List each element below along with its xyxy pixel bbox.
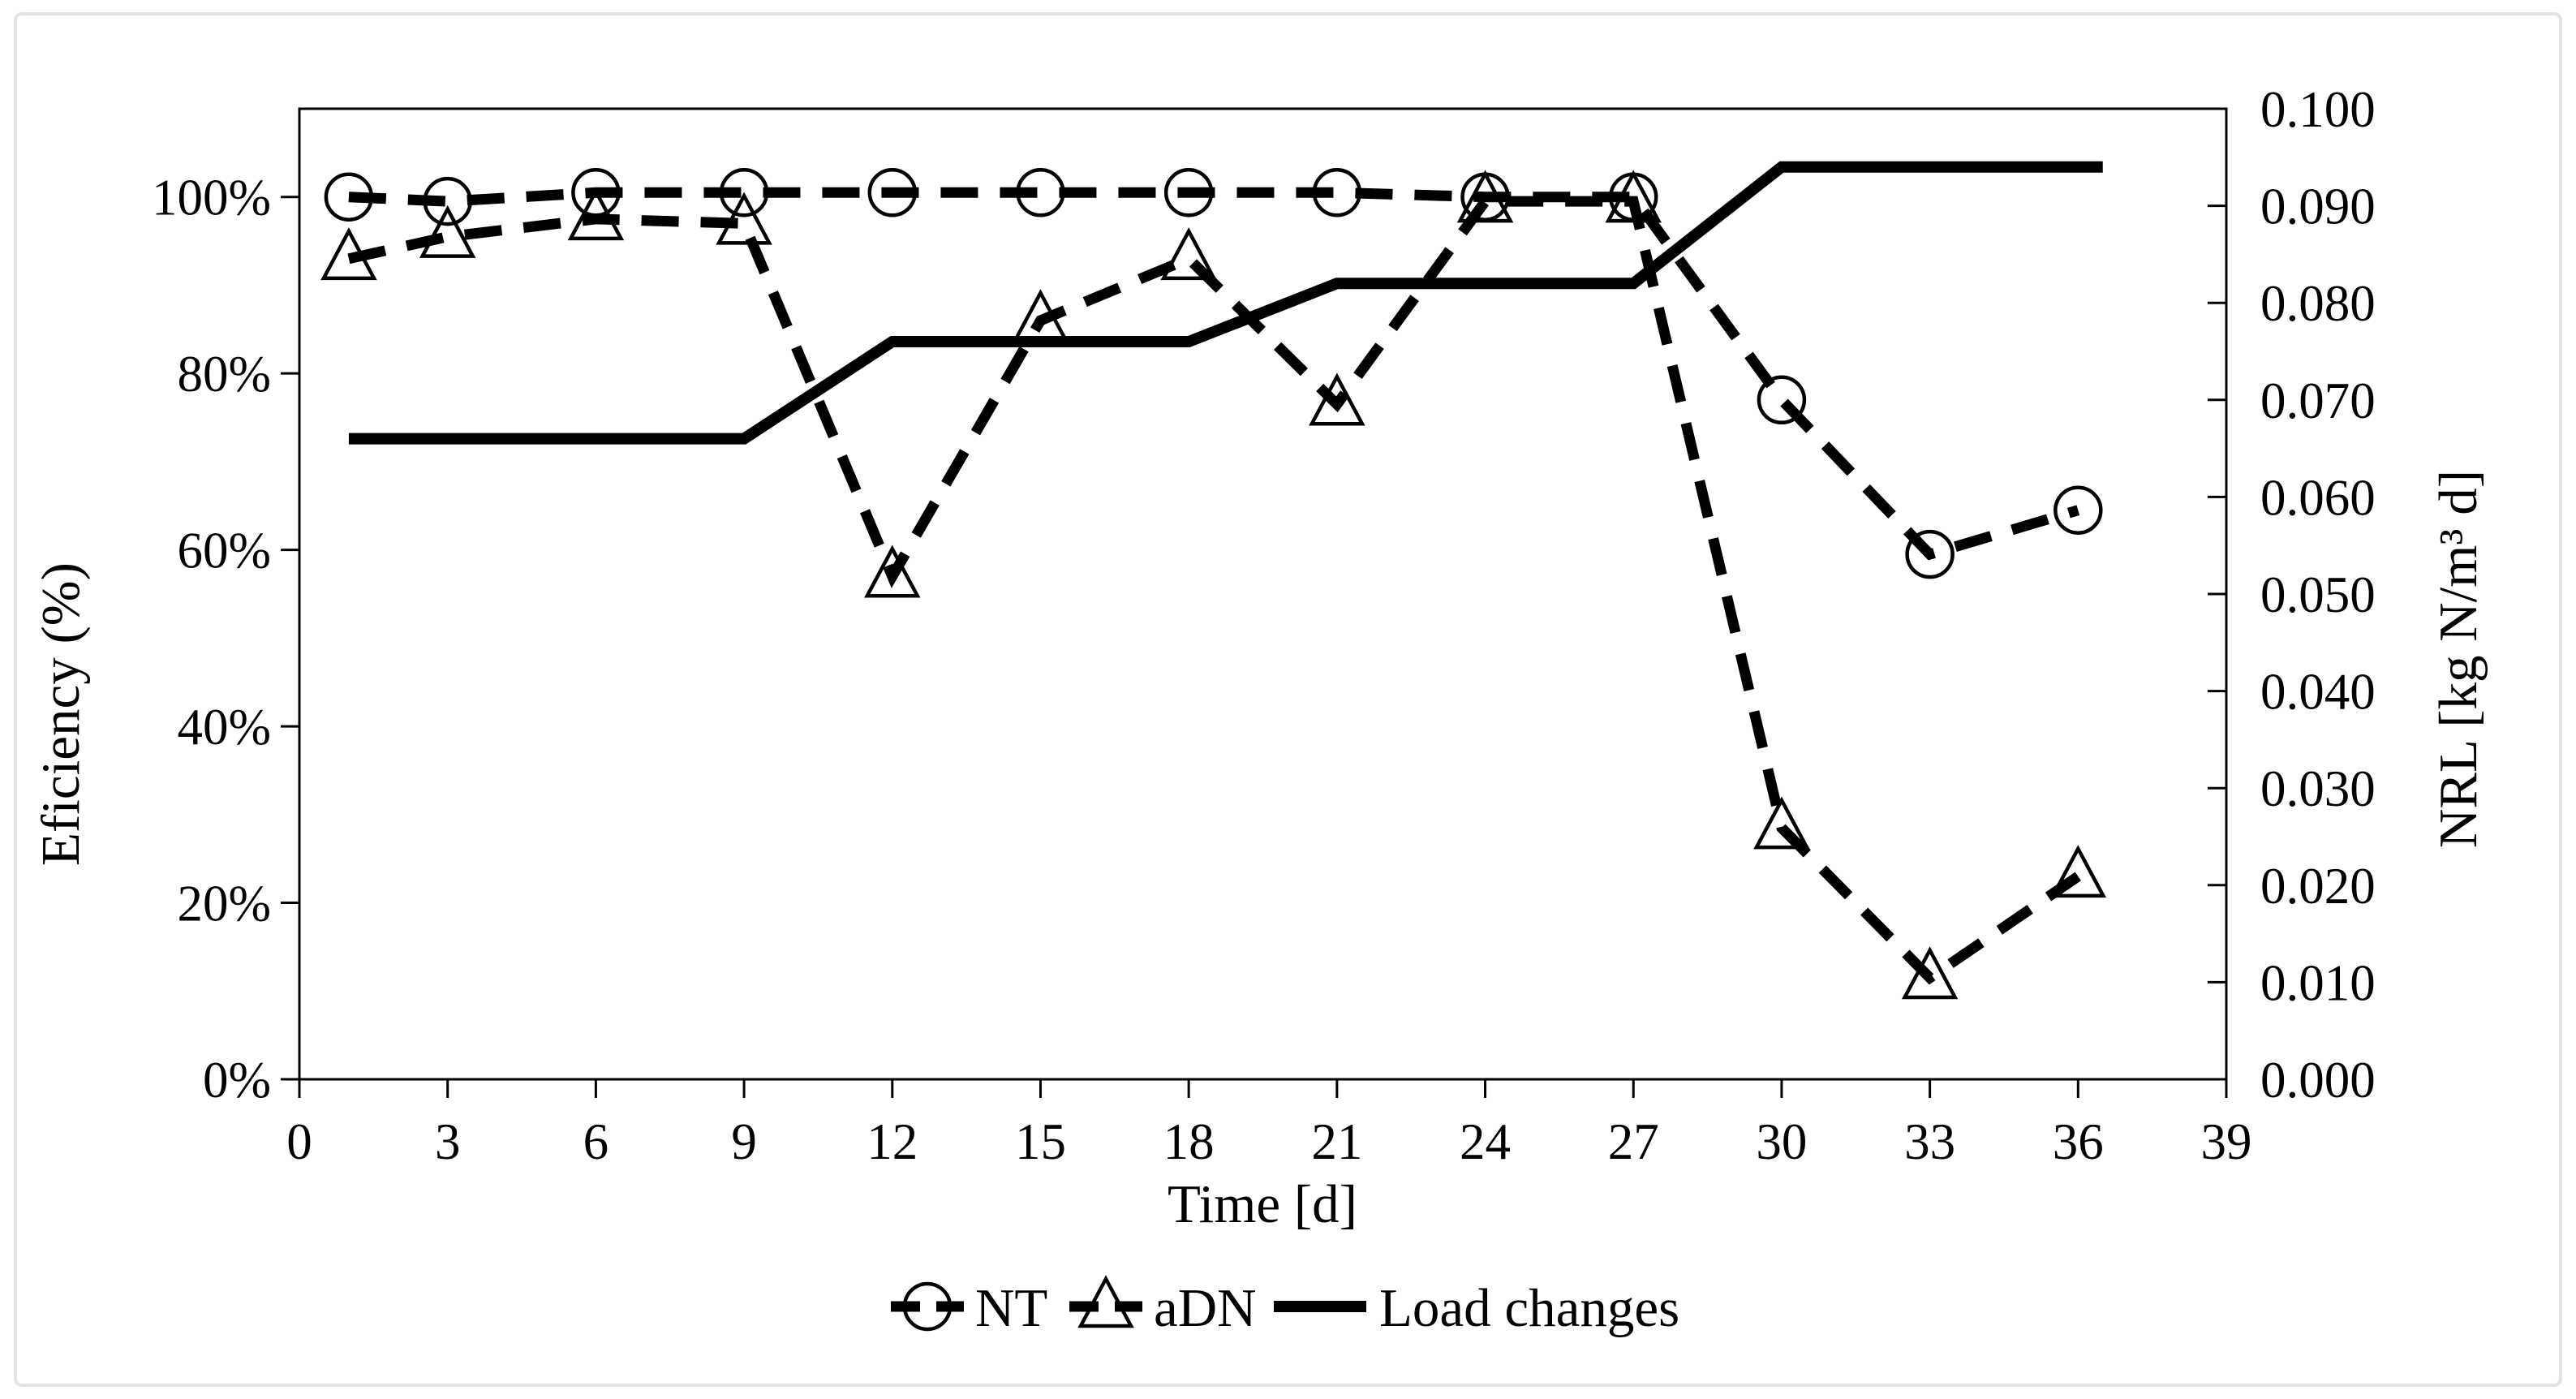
left-axis-tick-label: 40% — [178, 699, 271, 755]
x-axis-tick-label: 9 — [731, 1113, 757, 1170]
adn-data-point-marker — [864, 545, 921, 598]
x-axis-tick-label: 18 — [1163, 1113, 1215, 1170]
x-axis-tick-label: 33 — [1904, 1113, 1955, 1170]
left-axis-tick-label: 20% — [178, 876, 271, 932]
legend-item-nt-sample-circle-icon — [902, 1281, 953, 1332]
x-axis-tick-label: 36 — [2053, 1113, 2104, 1170]
x-axis-tick-label: 24 — [1460, 1113, 1511, 1170]
x-axis-tick-label: 12 — [867, 1113, 918, 1170]
right-axis-tick-label: 0.050 — [2260, 566, 2376, 623]
adn-data-point-marker — [1456, 170, 1514, 223]
right-axis-title: NRL [kg N/m³ d] — [2428, 470, 2488, 848]
left-axis-tick-label: 0% — [203, 1052, 271, 1108]
load-changes-series-line — [348, 161, 2103, 445]
right-axis-tick-label: 0.020 — [2260, 858, 2376, 915]
x-axis-tick-label: 15 — [1015, 1113, 1066, 1170]
legend-item-adn-sample-triangle-icon — [1077, 1275, 1134, 1328]
right-axis-tick-label: 0.080 — [2260, 275, 2376, 332]
right-axis-tick-label: 0.000 — [2260, 1052, 2376, 1108]
adn-data-point-marker — [419, 204, 476, 258]
x-axis-tick-label: 0 — [286, 1113, 312, 1170]
x-axis-title: Time [d] — [1168, 1174, 1357, 1234]
right-axis-tick-label: 0.010 — [2260, 954, 2376, 1011]
right-axis-tick-label: 0.100 — [2260, 81, 2376, 138]
x-axis-tick-label: 3 — [435, 1113, 461, 1170]
adn-data-point-marker — [1901, 946, 1959, 1000]
legend-item-load-changes-label: Load changes — [1379, 1278, 1679, 1338]
right-axis-tick-label: 0.030 — [2260, 760, 2376, 817]
adn-data-point-marker — [1160, 227, 1217, 281]
x-axis-tick-label: 39 — [2201, 1113, 2252, 1170]
adn-series-line — [347, 196, 2081, 985]
left-axis-tick-label: 80% — [178, 346, 271, 402]
right-axis-tick-label: 0.040 — [2260, 664, 2376, 721]
right-axis-tick-label: 0.070 — [2260, 372, 2376, 429]
left-axis-tick-label: 100% — [152, 170, 271, 226]
x-axis-tick-label: 27 — [1608, 1113, 1659, 1170]
x-axis-tick-label: 6 — [583, 1113, 609, 1170]
nt-data-point-marker — [1905, 529, 1955, 579]
adn-data-point-marker — [2049, 845, 2107, 898]
nt-data-point-marker — [2053, 485, 2103, 535]
left-axis-title: Eficiency (%) — [31, 562, 91, 866]
legend-item-nt-label: NT — [975, 1278, 1047, 1338]
adn-data-point-marker — [1309, 372, 1365, 426]
plot-area-border — [298, 107, 2228, 1081]
adn-data-point-marker — [1753, 796, 1810, 850]
plot-generated-content: 0 3 6 9 12 15 18 21 24 27 30 33 36 390%20%40%60%80%10… — [152, 81, 2376, 1338]
x-axis-tick-label: 30 — [1756, 1113, 1807, 1170]
right-axis-tick-label: 0.090 — [2260, 179, 2376, 235]
x-axis-tick-label: 21 — [1311, 1113, 1362, 1170]
left-axis-tick-label: 60% — [178, 523, 271, 579]
right-axis-tick-label: 0.060 — [2260, 469, 2376, 526]
figure-frame — [14, 12, 2562, 1387]
legend-item-adn-label: aDN — [1154, 1278, 1257, 1338]
nt-series-line — [348, 187, 2080, 561]
nt-data-point-marker — [1757, 375, 1807, 425]
